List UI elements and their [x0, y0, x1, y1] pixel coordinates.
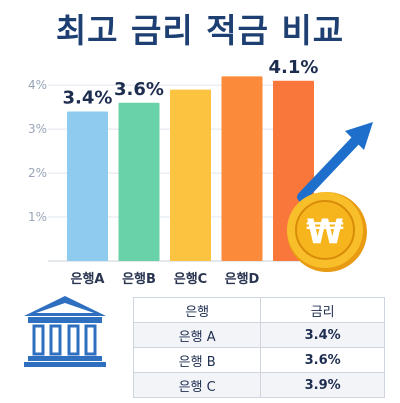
y-axis-ticks: 1% 2% 3% 4%: [28, 78, 47, 224]
table-header-row: 은행 금리: [132, 297, 385, 323]
x-category-label: 은행C: [174, 271, 207, 287]
bank-name-cell: 은행 A: [132, 322, 262, 348]
rate-cell: 3.9%: [260, 372, 385, 398]
y-tick-label: 3%: [28, 122, 47, 136]
y-tick-label: 2%: [28, 166, 47, 180]
header-bank: 은행: [132, 297, 262, 323]
bar-value-label: 4.1%: [269, 57, 319, 78]
bank-name-cell: 은행 C: [132, 372, 262, 398]
x-category-label: 은행A: [71, 271, 105, 287]
table-row: 은행 A 3.4%: [132, 322, 385, 348]
bar-은행 D: [221, 76, 263, 261]
trend-up-arrow-icon: [297, 122, 373, 202]
rate-table: 은행 금리 은행 A 3.4% 은행 B 3.6% 은행 C 3.9%: [132, 297, 385, 398]
bank-building-icon: [24, 296, 106, 367]
x-category-label: 은행B: [122, 271, 156, 287]
bar-은행 A: [67, 111, 108, 261]
x-axis-categories: 은행A 은행B 은행C 은행D: [71, 271, 260, 287]
bar-value-label: 3.4%: [63, 88, 113, 109]
header-rate: 금리: [260, 297, 385, 323]
bar-value-label: 3.6%: [114, 79, 164, 100]
y-tick-label: 1%: [28, 210, 47, 224]
bar-은행 B: [118, 102, 160, 261]
won-coin-icon: ₩: [287, 192, 367, 272]
rate-cell: 3.4%: [260, 322, 385, 348]
page-title: 최고 금리 적금 비교: [55, 11, 345, 50]
table-row: 은행 B 3.6%: [132, 347, 385, 373]
svg-text:₩: ₩: [306, 212, 344, 252]
y-tick-label: 4%: [28, 78, 47, 92]
bar-은행 C: [170, 89, 211, 262]
table-row: 은행 C 3.9%: [132, 372, 385, 398]
x-category-label: 은행D: [225, 271, 260, 287]
rate-cell: 3.6%: [260, 347, 385, 373]
bank-name-cell: 은행 B: [132, 347, 262, 373]
bars: 3.4% 3.6% 4.1%: [63, 57, 319, 262]
